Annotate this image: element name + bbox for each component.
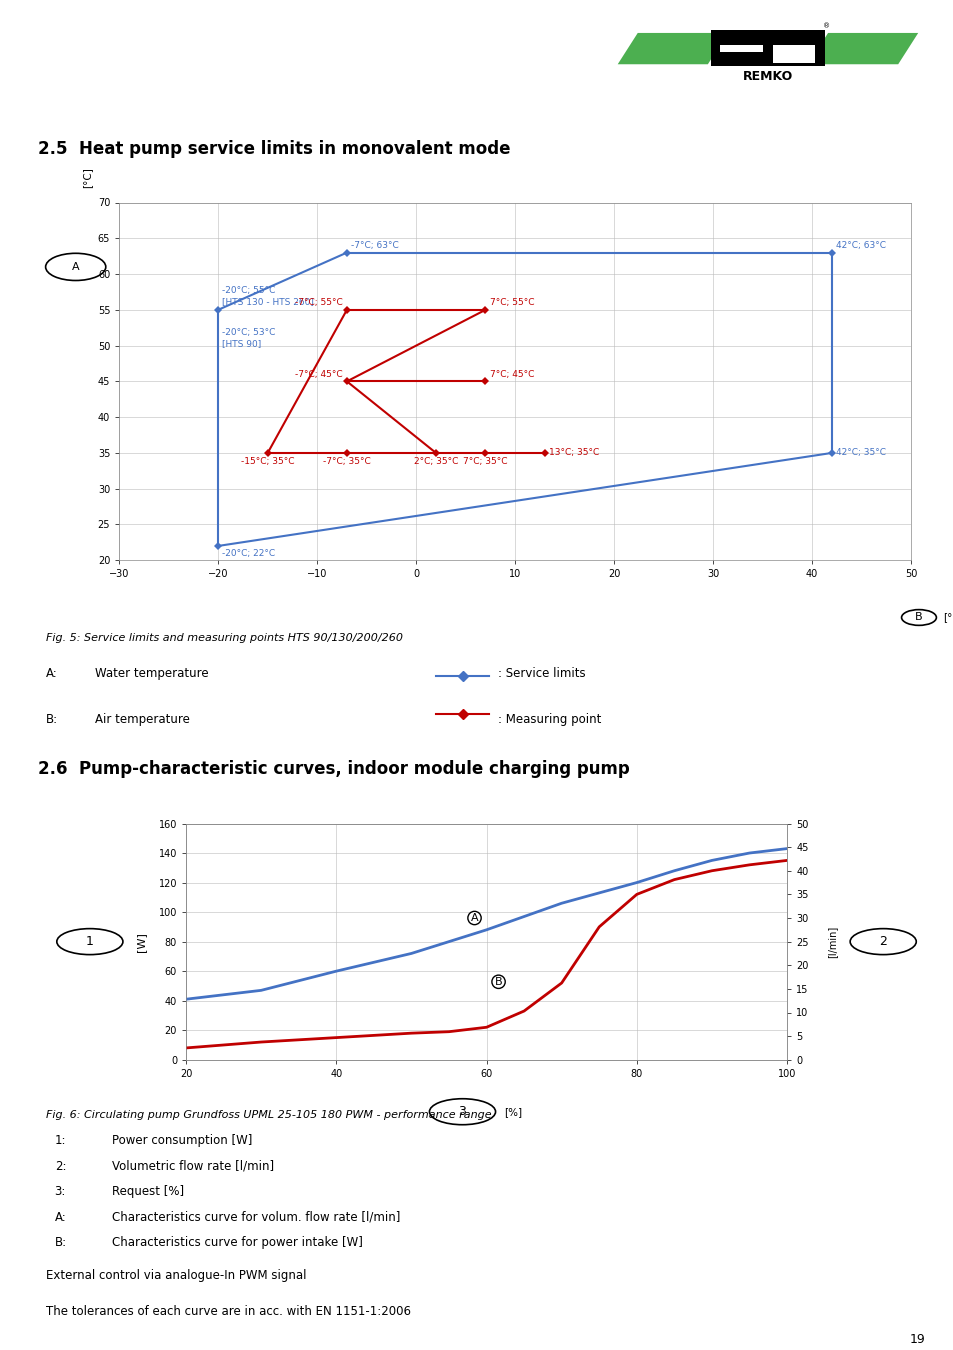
Bar: [719, 32, 762, 63]
Text: 42°C; 35°C: 42°C; 35°C: [835, 448, 885, 458]
Text: 13°C; 35°C: 13°C; 35°C: [548, 448, 598, 458]
Text: 2°C; 35°C: 2°C; 35°C: [414, 458, 457, 466]
Text: A: A: [71, 262, 79, 271]
Text: 7°C; 45°C: 7°C; 45°C: [489, 370, 534, 378]
Text: Characteristics curve for power intake [W]: Characteristics curve for power intake […: [112, 1237, 363, 1249]
Text: 2:: 2:: [54, 1160, 66, 1173]
Text: -20°C; 55°C
[HTS 130 - HTS 260]: -20°C; 55°C [HTS 130 - HTS 260]: [222, 286, 314, 305]
Text: [W]: [W]: [136, 931, 146, 952]
Text: REMKO: REMKO: [742, 69, 792, 82]
Text: 1: 1: [86, 936, 93, 948]
Text: -7°C; 35°C: -7°C; 35°C: [323, 458, 371, 466]
Text: Fig. 6: Circulating pump Grundfoss UPML 25-105 180 PWM - performance range: Fig. 6: Circulating pump Grundfoss UPML …: [46, 1110, 491, 1120]
Text: Volumetric flow rate [l/min]: Volumetric flow rate [l/min]: [112, 1160, 274, 1173]
Text: 19: 19: [908, 1334, 924, 1346]
Bar: [710, 30, 823, 66]
Text: The tolerances of each curve are in acc. with EN 1151-1:2006: The tolerances of each curve are in acc.…: [46, 1304, 411, 1318]
Text: -20°C; 53°C
[HTS 90]: -20°C; 53°C [HTS 90]: [222, 328, 275, 348]
Text: B: B: [495, 977, 502, 987]
Text: : Measuring point: : Measuring point: [497, 713, 601, 725]
Text: ®: ®: [822, 23, 829, 28]
Bar: [719, 51, 762, 63]
Text: -7°C; 63°C: -7°C; 63°C: [351, 240, 398, 250]
Text: Fig. 5: Service limits and measuring points HTS 90/130/200/260: Fig. 5: Service limits and measuring poi…: [46, 633, 402, 643]
Text: B:: B:: [54, 1237, 67, 1249]
Text: B:: B:: [46, 713, 58, 725]
Text: 7°C; 55°C: 7°C; 55°C: [489, 298, 534, 306]
Text: [l/min]: [l/min]: [826, 926, 836, 957]
Bar: [772, 32, 814, 63]
Text: External control via analogue-In PWM signal: External control via analogue-In PWM sig…: [46, 1269, 306, 1282]
Text: -15°C; 35°C: -15°C; 35°C: [241, 458, 294, 466]
Text: 42°C; 63°C: 42°C; 63°C: [835, 240, 885, 250]
Text: Characteristics curve for volum. flow rate [l/min]: Characteristics curve for volum. flow ra…: [112, 1211, 400, 1223]
Text: : Service limits: : Service limits: [497, 667, 585, 680]
Text: B: B: [914, 613, 922, 622]
Text: A:: A:: [46, 667, 57, 680]
Bar: [772, 32, 814, 45]
Text: Power consumption [W]: Power consumption [W]: [112, 1134, 253, 1148]
Text: 2: 2: [879, 936, 886, 948]
Text: 2.5  Heat pump service limits in monovalent mode: 2.5 Heat pump service limits in monovale…: [38, 139, 510, 158]
Bar: [719, 32, 762, 45]
Text: 3:: 3:: [54, 1185, 66, 1197]
Text: Request [%]: Request [%]: [112, 1185, 184, 1197]
Text: Water temperature: Water temperature: [94, 667, 208, 680]
Polygon shape: [807, 32, 917, 65]
Text: 7°C; 35°C: 7°C; 35°C: [463, 458, 507, 466]
Text: A:: A:: [54, 1211, 67, 1223]
Text: -7°C; 45°C: -7°C; 45°C: [294, 370, 342, 378]
Text: 2.6  Pump-characteristic curves, indoor module charging pump: 2.6 Pump-characteristic curves, indoor m…: [38, 760, 629, 779]
Text: A: A: [470, 913, 477, 923]
Text: [°C]: [°C]: [942, 613, 953, 622]
Polygon shape: [618, 32, 727, 65]
Text: [%]: [%]: [504, 1107, 522, 1116]
Text: 1:: 1:: [54, 1134, 66, 1148]
Text: -20°C; 22°C: -20°C; 22°C: [222, 548, 275, 558]
Text: [°C]: [°C]: [83, 167, 92, 188]
Text: -7°C; 55°C: -7°C; 55°C: [294, 298, 342, 306]
Text: Air temperature: Air temperature: [94, 713, 190, 725]
Text: 3: 3: [458, 1106, 466, 1118]
